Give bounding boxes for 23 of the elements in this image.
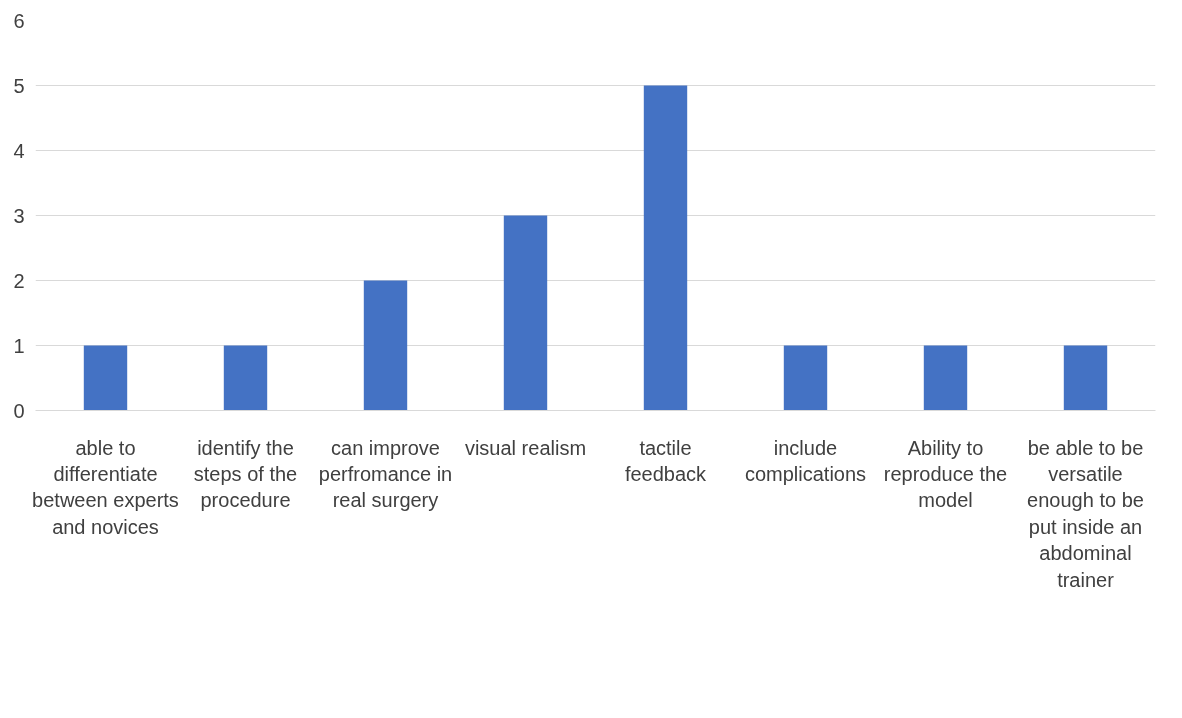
x-tick-label: be able to be versatile enough to be put inside an abdominal trainer [1027,436,1144,591]
y-tick-label: 3 [13,204,25,227]
bar [363,280,408,411]
x-tick-label: Ability to reproduce the model [883,436,1008,512]
y-tick-label: 6 [13,9,25,32]
bar [223,345,268,411]
y-tick-label: 5 [13,74,25,97]
bar [923,345,968,411]
x-tick-label: able to differentiate between experts and novices [32,436,179,538]
bar [783,345,828,411]
x-tick-label: identify the steps of the procedure [193,436,298,512]
bar [83,345,128,411]
x-tick-label: can improve perfromance in real surgery [318,436,453,512]
y-tick-label: 0 [13,399,25,422]
y-tick-label: 1 [13,334,25,357]
x-tick-label: include complications [744,436,867,485]
y-tick-label: 2 [13,269,25,292]
y-tick-label: 4 [13,139,25,162]
bar [503,215,548,411]
bar [1063,345,1108,411]
x-tick-label: visual realism [464,436,587,459]
bar [643,85,688,411]
x-tick-label: tactile feedback [624,436,708,485]
